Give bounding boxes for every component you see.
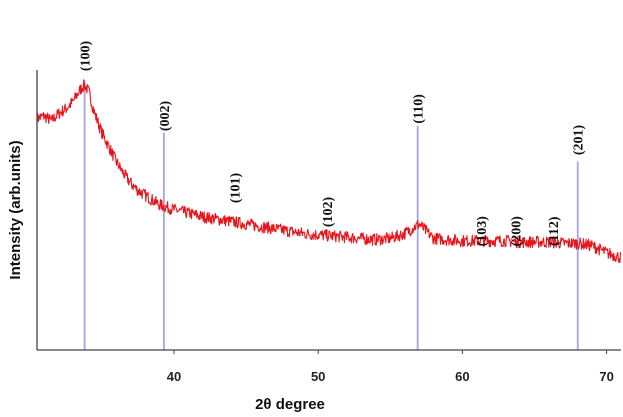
peak-label-101: (101) [229,173,244,204]
peak-label-200: (200) [510,216,525,247]
x-tick-label: 50 [311,369,325,384]
peak-label-100: (100) [79,41,94,72]
peak-labels: (100) (002) (101) (102) (110) (103) (200) (112)… [79,41,587,247]
pattern-line [36,79,622,264]
peak-label-002: (002) [158,101,173,132]
peak-label-112: (112) [547,216,562,246]
axes [36,70,621,351]
x-tick-label: 70 [599,369,613,384]
y-axis-title: Intensity (arb.units) [7,140,24,279]
x-tick-label: 40 [167,369,181,384]
peak-label-103: (103) [475,216,490,247]
x-ticks: 40 50 60 70 [167,350,614,384]
peak-label-201: (201) [572,125,587,156]
reference-lines [83,80,579,350]
peak-label-102: (102) [321,197,336,228]
x-axis-title: 2θ degree [255,396,325,413]
pattern-series [36,79,622,264]
x-tick-label: 60 [455,369,469,384]
peak-label-110: (110) [412,94,427,124]
